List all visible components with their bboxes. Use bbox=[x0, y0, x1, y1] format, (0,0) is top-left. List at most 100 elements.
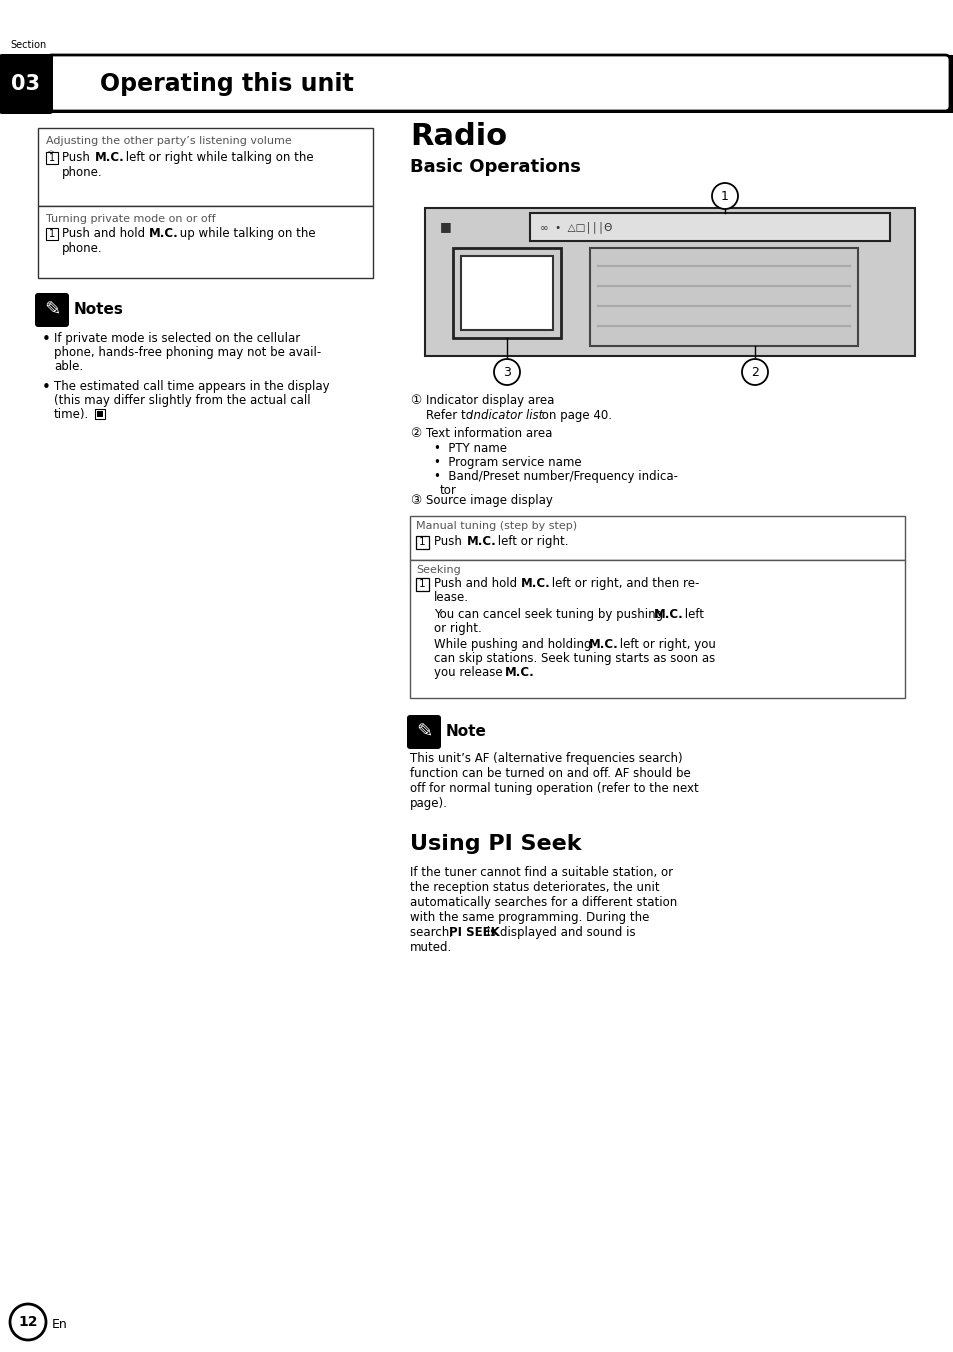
Text: 1: 1 bbox=[418, 579, 425, 589]
Text: 3: 3 bbox=[502, 365, 511, 379]
Text: Refer to: Refer to bbox=[426, 410, 476, 422]
Text: ②: ② bbox=[46, 151, 59, 161]
Circle shape bbox=[494, 360, 519, 385]
Text: 1: 1 bbox=[49, 153, 55, 164]
Text: left or right, and then re-: left or right, and then re- bbox=[547, 577, 699, 589]
Text: lease.: lease. bbox=[434, 591, 469, 604]
Bar bbox=[46, 151, 58, 164]
Text: 2: 2 bbox=[750, 365, 759, 379]
Text: M.C.: M.C. bbox=[588, 638, 618, 652]
Bar bbox=[424, 208, 914, 356]
Text: PI SEEK: PI SEEK bbox=[448, 926, 499, 940]
Bar bbox=[46, 228, 58, 241]
Text: Indicator display area: Indicator display area bbox=[426, 393, 554, 407]
Bar bbox=[530, 214, 889, 241]
Text: left or right, you: left or right, you bbox=[616, 638, 715, 652]
Text: 1: 1 bbox=[720, 189, 728, 203]
Text: Turning private mode on or off: Turning private mode on or off bbox=[46, 214, 215, 224]
Text: left or right while talking on the: left or right while talking on the bbox=[122, 151, 314, 164]
Bar bbox=[38, 128, 373, 206]
Text: Manual tuning (step by step): Manual tuning (step by step) bbox=[416, 521, 577, 531]
Text: ③: ③ bbox=[410, 493, 421, 507]
Bar bbox=[97, 411, 103, 416]
Text: M.C.: M.C. bbox=[654, 608, 683, 621]
FancyBboxPatch shape bbox=[407, 715, 440, 749]
Text: is displayed and sound is: is displayed and sound is bbox=[482, 926, 635, 940]
Text: If the tuner cannot find a suitable station, or: If the tuner cannot find a suitable stat… bbox=[410, 867, 673, 879]
Text: Operating this unit: Operating this unit bbox=[100, 72, 354, 96]
Text: 03: 03 bbox=[11, 74, 40, 95]
Bar bbox=[410, 516, 904, 560]
Text: Text information area: Text information area bbox=[426, 427, 552, 439]
Text: The estimated call time appears in the display: The estimated call time appears in the d… bbox=[54, 380, 330, 393]
Text: can skip stations. Seek tuning starts as soon as: can skip stations. Seek tuning starts as… bbox=[434, 652, 715, 665]
Bar bbox=[416, 535, 429, 549]
Text: •: • bbox=[42, 380, 51, 395]
Text: M.C.: M.C. bbox=[95, 151, 125, 164]
Text: page).: page). bbox=[410, 796, 447, 810]
Text: left or right.: left or right. bbox=[494, 535, 568, 548]
Text: the reception status deteriorates, the unit: the reception status deteriorates, the u… bbox=[410, 882, 659, 894]
Circle shape bbox=[741, 360, 767, 385]
Text: ■: ■ bbox=[439, 220, 452, 234]
Text: 12: 12 bbox=[18, 1315, 38, 1329]
FancyBboxPatch shape bbox=[35, 293, 69, 327]
Text: ∞  •  △□│││Θ: ∞ • △□│││Θ bbox=[539, 222, 612, 233]
Text: 1: 1 bbox=[49, 228, 55, 239]
Text: Notes: Notes bbox=[74, 303, 124, 318]
Text: function can be turned on and off. AF should be: function can be turned on and off. AF sh… bbox=[410, 767, 690, 780]
Bar bbox=[410, 560, 904, 698]
Text: phone.: phone. bbox=[62, 166, 103, 178]
Text: You can cancel seek tuning by pushing: You can cancel seek tuning by pushing bbox=[434, 608, 666, 621]
Text: off for normal tuning operation (refer to the next: off for normal tuning operation (refer t… bbox=[410, 781, 698, 795]
Text: Using PI Seek: Using PI Seek bbox=[410, 834, 581, 854]
Text: muted.: muted. bbox=[410, 941, 452, 955]
Text: able.: able. bbox=[54, 360, 83, 373]
Text: If private mode is selected on the cellular: If private mode is selected on the cellu… bbox=[54, 333, 300, 345]
Text: Push: Push bbox=[62, 151, 93, 164]
Text: Section: Section bbox=[10, 41, 46, 50]
Text: Push: Push bbox=[434, 535, 465, 548]
Text: Radio: Radio bbox=[410, 122, 507, 151]
Text: tor: tor bbox=[439, 484, 456, 498]
Text: 1: 1 bbox=[418, 537, 425, 548]
FancyBboxPatch shape bbox=[47, 55, 949, 111]
Text: M.C.: M.C. bbox=[520, 577, 550, 589]
Text: •  PTY name: • PTY name bbox=[434, 442, 506, 456]
Bar bbox=[0, 55, 953, 114]
Text: Push and hold: Push and hold bbox=[434, 577, 520, 589]
Text: Basic Operations: Basic Operations bbox=[410, 158, 580, 176]
Text: M.C.: M.C. bbox=[504, 667, 535, 679]
Text: phone.: phone. bbox=[62, 242, 103, 256]
Text: phone, hands-free phoning may not be avail-: phone, hands-free phoning may not be ava… bbox=[54, 346, 321, 360]
Text: •: • bbox=[42, 333, 51, 347]
Text: ✎: ✎ bbox=[416, 722, 432, 741]
Text: Adjusting the other party’s listening volume: Adjusting the other party’s listening vo… bbox=[46, 137, 292, 146]
Text: •  Program service name: • Program service name bbox=[434, 456, 581, 469]
Bar bbox=[460, 256, 553, 330]
Text: Source image display: Source image display bbox=[426, 493, 553, 507]
Text: Push and hold: Push and hold bbox=[62, 227, 149, 241]
Text: or right.: or right. bbox=[434, 622, 481, 635]
Bar bbox=[95, 410, 105, 419]
Text: En: En bbox=[52, 1317, 68, 1330]
Bar bbox=[38, 206, 373, 279]
Text: •  Band/Preset number/Frequency indica-: • Band/Preset number/Frequency indica- bbox=[434, 470, 678, 483]
Text: time).: time). bbox=[54, 408, 90, 420]
Bar bbox=[416, 579, 429, 591]
Text: ✎: ✎ bbox=[44, 300, 60, 319]
Text: Note: Note bbox=[446, 725, 486, 740]
Text: on page 40.: on page 40. bbox=[537, 410, 611, 422]
Text: M.C.: M.C. bbox=[149, 227, 178, 241]
Bar bbox=[589, 247, 857, 346]
Text: Indicator list: Indicator list bbox=[469, 410, 542, 422]
Text: ①: ① bbox=[410, 393, 421, 407]
Text: This unit’s AF (alternative frequencies search): This unit’s AF (alternative frequencies … bbox=[410, 752, 682, 765]
Text: (this may differ slightly from the actual call: (this may differ slightly from the actua… bbox=[54, 393, 311, 407]
Text: While pushing and holding: While pushing and holding bbox=[434, 638, 595, 652]
Bar bbox=[453, 247, 560, 338]
FancyBboxPatch shape bbox=[0, 54, 53, 114]
Text: search,: search, bbox=[410, 926, 456, 940]
Text: ②: ② bbox=[410, 427, 421, 439]
Text: Seeking: Seeking bbox=[416, 565, 460, 575]
